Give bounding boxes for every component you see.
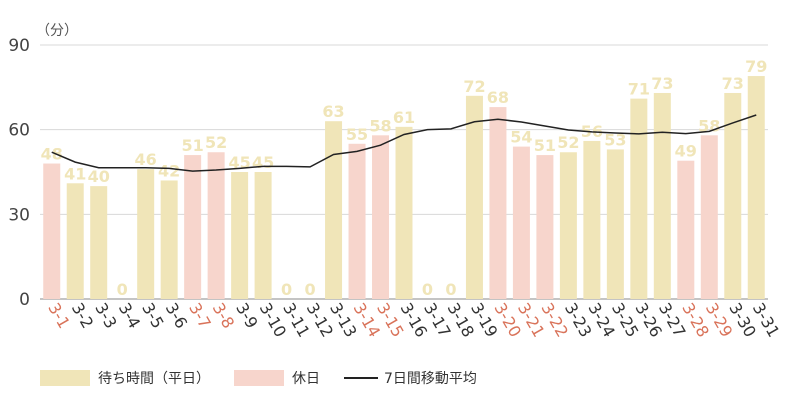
bar xyxy=(559,152,577,299)
chart-legend: 待ち時間（平日） 休日 7日間移動平均 xyxy=(40,368,501,388)
bar xyxy=(724,92,742,299)
bar xyxy=(395,126,413,299)
moving-average-line xyxy=(51,114,757,172)
bar xyxy=(348,143,366,299)
bar xyxy=(160,180,178,299)
bar xyxy=(90,186,108,299)
bar-value-label: 49 xyxy=(675,142,697,161)
bar-value-label: 52 xyxy=(205,133,227,152)
bar xyxy=(489,107,507,299)
bar xyxy=(536,155,554,299)
bar-value-label: 53 xyxy=(604,130,626,149)
bar-value-label: 58 xyxy=(698,116,720,135)
bar xyxy=(325,121,343,299)
legend-holiday-label: 休日 xyxy=(292,371,320,387)
x-tick-label: 3-5 xyxy=(138,300,168,332)
x-tick-label: 3-8 xyxy=(209,300,239,332)
bar-value-label: 52 xyxy=(557,133,579,152)
bar-value-label: 40 xyxy=(88,167,110,186)
legend-moving-average: 7日間移動平均 xyxy=(344,368,477,388)
bar xyxy=(137,169,155,299)
bar-value-label: 0 xyxy=(445,280,456,299)
y-tick-label: 0 xyxy=(19,290,30,310)
y-tick-label: 90 xyxy=(8,36,30,56)
bar-value-label: 46 xyxy=(135,150,157,169)
bar xyxy=(606,149,624,299)
bar-value-label: 42 xyxy=(158,161,180,180)
bar-value-label: 0 xyxy=(281,280,292,299)
bar xyxy=(700,135,718,299)
legend-weekday-swatch xyxy=(40,370,90,386)
bar-value-label: 0 xyxy=(422,280,433,299)
bar-value-label: 58 xyxy=(369,116,391,135)
bar xyxy=(43,163,61,299)
bar xyxy=(465,95,483,299)
x-tick-label: 3-3 xyxy=(91,300,121,332)
legend-moving-average-swatch xyxy=(344,377,378,379)
bar-value-label: 73 xyxy=(722,74,744,93)
legend-weekday: 待ち時間（平日） xyxy=(40,368,210,388)
bar-value-label: 51 xyxy=(182,136,204,155)
bar-value-label: 45 xyxy=(252,153,274,172)
x-tick-label: 3-6 xyxy=(162,300,192,332)
bar-value-label: 72 xyxy=(463,77,485,96)
bar xyxy=(653,92,671,299)
legend-weekday-label: 待ち時間（平日） xyxy=(98,371,210,387)
legend-holiday-swatch xyxy=(234,370,284,386)
bar xyxy=(630,98,648,299)
bar xyxy=(207,152,225,299)
bar xyxy=(231,172,249,299)
bar xyxy=(372,135,390,299)
bar xyxy=(512,146,530,299)
x-tick-label: 3-1 xyxy=(44,300,74,332)
y-tick-label: 30 xyxy=(8,205,30,225)
bar-value-label: 61 xyxy=(393,108,415,127)
legend-holiday: 休日 xyxy=(234,368,320,388)
bar-value-label: 63 xyxy=(322,102,344,121)
bar-value-label: 55 xyxy=(346,125,368,144)
bar-value-label: 68 xyxy=(487,88,509,107)
bar-value-label: 79 xyxy=(745,57,767,76)
x-tick-label: 3-4 xyxy=(115,300,145,332)
bar-value-label: 0 xyxy=(117,280,128,299)
bar-value-label: 71 xyxy=(628,80,650,99)
x-tick-label: 3-7 xyxy=(185,300,215,332)
bar xyxy=(66,183,84,299)
bar-value-label: 73 xyxy=(651,74,673,93)
bar-value-label: 48 xyxy=(41,145,63,164)
y-tick-label: 60 xyxy=(8,121,30,141)
x-tick-label: 3-2 xyxy=(68,300,98,332)
legend-moving-average-label: 7日間移動平均 xyxy=(384,371,477,387)
bar-value-label: 51 xyxy=(534,136,556,155)
bar-value-label: 0 xyxy=(304,280,315,299)
x-tick-label: 3-9 xyxy=(232,300,262,332)
bar-value-label: 41 xyxy=(64,164,86,183)
bar xyxy=(184,155,202,299)
bar xyxy=(583,140,601,299)
bar-value-label: 54 xyxy=(510,128,532,147)
y-axis-unit-label: （分） xyxy=(36,23,78,39)
bar xyxy=(677,160,695,299)
bar xyxy=(747,76,765,300)
bar xyxy=(254,172,272,299)
